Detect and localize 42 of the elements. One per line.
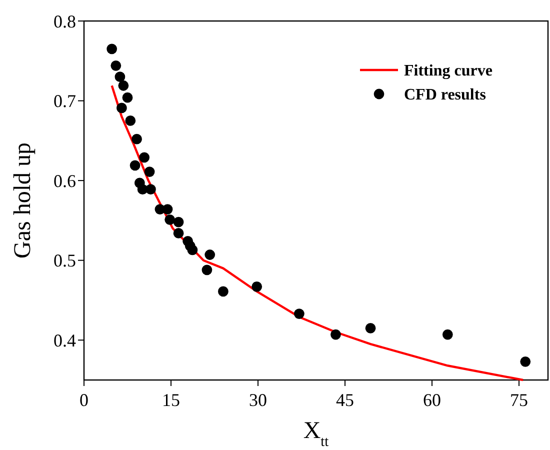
point [139,152,150,163]
point [132,134,142,144]
x-tick-label: 45 [336,390,354,410]
point [164,214,176,225]
x-tick-label: 75 [510,390,528,410]
y-tick-label: 0.5 [54,250,76,271]
point [144,166,155,177]
point [106,44,118,54]
point [173,216,184,228]
point [162,204,173,214]
x-axis-title: X$_{tt}$ [303,418,329,450]
x-tick-label: 60 [423,390,441,410]
point [118,80,129,91]
point [122,92,133,103]
point [114,72,126,82]
y-tick-label: 0.7 [54,91,76,112]
legend-label: CFD results [404,86,486,104]
point [365,322,376,334]
point [130,160,140,171]
x-tick-label: 0 [80,390,88,410]
point [110,60,122,71]
y-tick-label: 0.4 [54,330,76,350]
point [125,116,136,126]
point [252,281,262,292]
point [218,286,228,297]
point [294,308,304,319]
point [204,250,216,260]
x-tick-label: 15 [162,390,180,410]
y-tick-label: 0.6 [54,170,76,191]
y-tick-label: 0.8 [54,11,76,32]
point [520,356,531,367]
point [173,228,184,238]
point [202,264,212,276]
point [442,329,453,340]
point [116,102,127,114]
line-series [110,84,524,382]
y-axis-title: Gas hold up [10,142,36,258]
legend-label: Fitting curve [404,62,492,80]
point [146,184,156,195]
point [330,329,341,340]
x-tick-label: 30 [249,390,267,410]
point [187,244,198,256]
